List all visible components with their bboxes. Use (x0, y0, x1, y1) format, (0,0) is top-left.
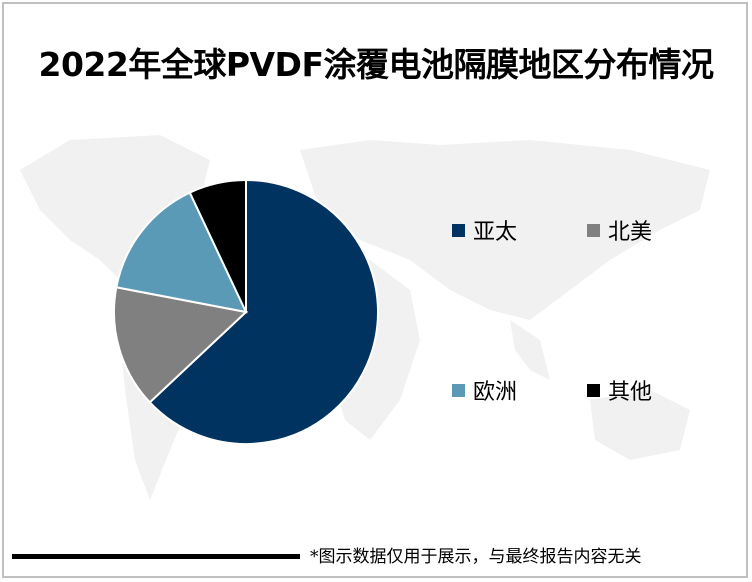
legend-swatch-icon (452, 383, 465, 397)
pie-slice (148, 178, 379, 445)
legend-label: 北美 (608, 220, 653, 245)
legend-label: 亚太 (473, 220, 518, 245)
legend-label: 其他 (608, 380, 653, 405)
pie-slice (188, 178, 247, 313)
pie-chart (113, 178, 379, 445)
footer-divider (12, 554, 300, 559)
legend-label: 欧洲 (473, 380, 518, 405)
legend-swatch-icon (587, 223, 600, 237)
pie-slice (115, 191, 248, 314)
legend-swatch-icon (587, 383, 600, 397)
chart-title: 2022年全球PVDF涂覆电池隔膜地区分布情况 (38, 45, 714, 84)
legend-item-other: 其他 (587, 374, 652, 406)
footer-note: *图示数据仅用于展示，与最终报告内容无关 (310, 547, 642, 567)
legend-swatch-icon (452, 223, 465, 237)
legend-item-europe: 欧洲 (452, 374, 517, 406)
legend-item-asia-pacific: 亚太 (452, 214, 517, 246)
legend-item-north-america: 北美 (587, 214, 652, 246)
pie-slice (113, 286, 249, 404)
